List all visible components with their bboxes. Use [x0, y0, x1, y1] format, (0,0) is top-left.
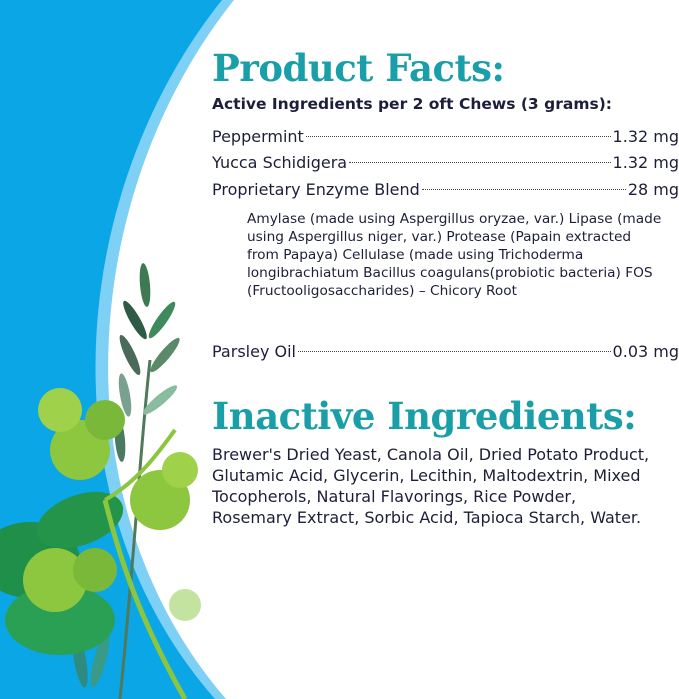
inactive-ingredients-title: Inactive Ingredients: — [212, 394, 637, 438]
ingredient-amount: 0.03 mg — [612, 342, 679, 361]
active-ingredients-subtitle: Active Ingredients per 2 oft Chews (3 gr… — [212, 95, 612, 113]
white-panel — [108, 0, 679, 699]
dot-leader — [421, 189, 626, 190]
product-facts-title: Product Facts: — [212, 46, 505, 90]
ingredient-amount: 1.32 mg — [612, 127, 679, 146]
parsley-icon — [23, 388, 201, 699]
ingredient-name: Parsley Oil — [212, 342, 296, 361]
ingredient-name: Peppermint — [212, 127, 304, 146]
ingredient-row: Peppermint 1.32 mg — [212, 127, 679, 146]
ingredient-name: Yucca Schidigera — [212, 153, 348, 172]
ingredient-amount: 1.32 mg — [612, 153, 679, 172]
dot-leader — [305, 136, 611, 137]
ingredient-amount: 28 mg — [627, 180, 679, 199]
enzyme-blend-detail: Amylase (made using Aspergillus oryzae, … — [247, 211, 662, 300]
dot-leader — [349, 162, 611, 163]
inactive-ingredients-text: Brewer's Dried Yeast, Canola Oil, Dried … — [212, 445, 650, 527]
dot-leader — [297, 351, 611, 352]
ingredient-name: Proprietary Enzyme Blend — [212, 180, 420, 199]
ingredient-row: Proprietary Enzyme Blend 28 mg — [212, 180, 679, 199]
ingredient-row: Parsley Oil 0.03 mg — [212, 342, 679, 361]
ingredient-row: Yucca Schidigera 1.32 mg — [212, 153, 679, 172]
